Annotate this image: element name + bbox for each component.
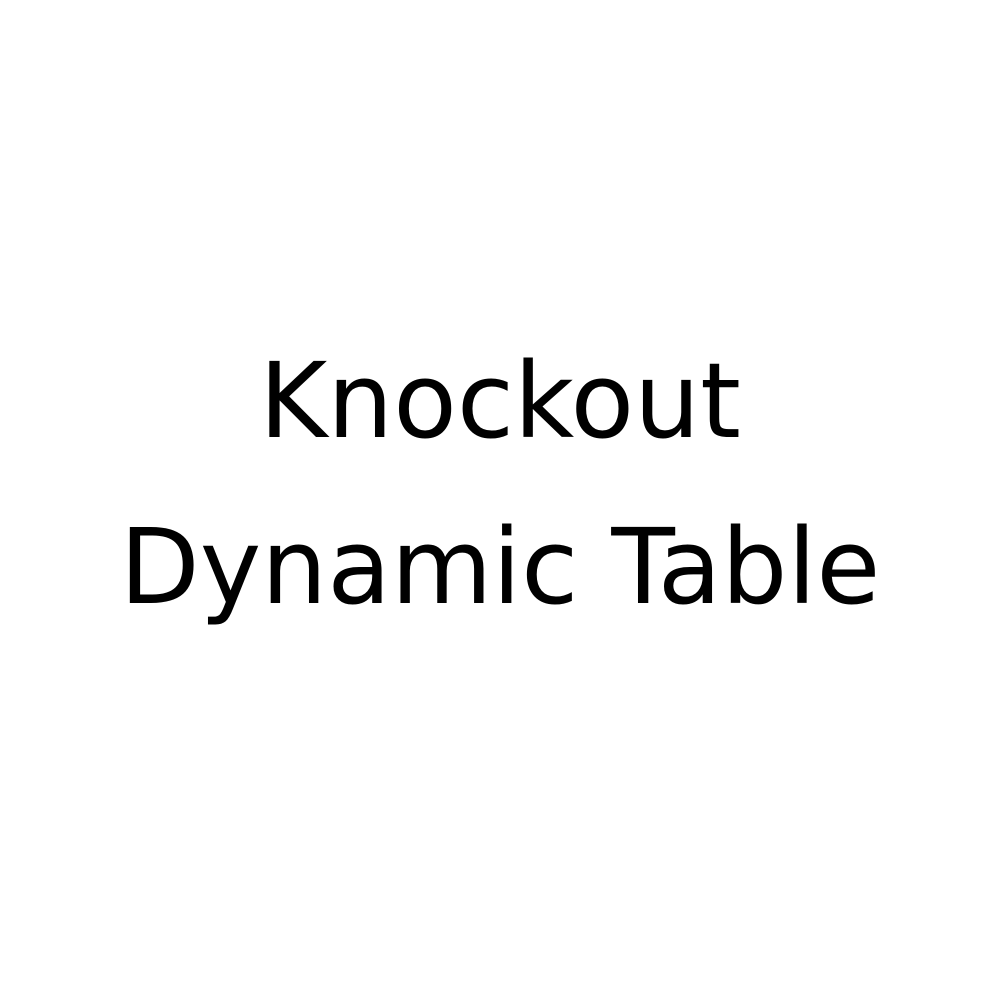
title-line-1: Knockout (259, 340, 741, 462)
title-line-2: Dynamic Table (119, 506, 881, 628)
page-title: Knockout Dynamic Table (0, 318, 1000, 650)
